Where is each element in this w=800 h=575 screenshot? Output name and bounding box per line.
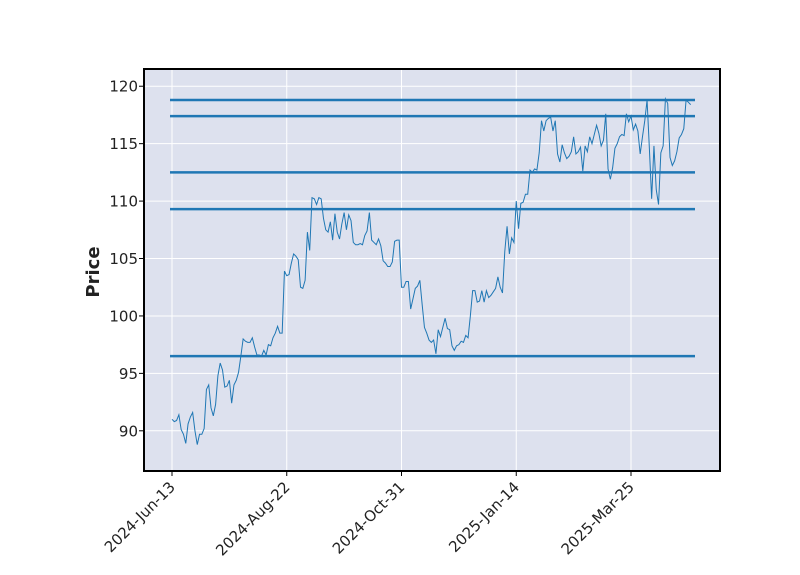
y-tick-label: 95 (119, 365, 138, 383)
x-tick-label: 2024-Aug-22 (212, 478, 293, 559)
y-tick-label: 110 (109, 193, 138, 211)
y-axis: 90 95 100 105 110 115 120 (109, 78, 144, 440)
y-tick-label: 120 (109, 78, 138, 96)
x-tick-label: 2024-Oct-31 (329, 478, 409, 558)
plot-frame (143, 68, 721, 472)
x-axis: 2024-Jun-13 2024-Aug-22 2024-Oct-31 2025-Ja… (101, 471, 638, 559)
x-tick-label: 2025-Jan-14 (445, 478, 523, 556)
y-tick-label: 100 (109, 307, 138, 325)
y-axis-title: Price (83, 246, 104, 297)
x-tick-label: 2025-Mar-25 (558, 478, 638, 558)
y-tick-label: 115 (109, 135, 138, 153)
x-tick-label: 2024-Jun-13 (101, 478, 179, 556)
y-tick-label: 90 (119, 422, 138, 440)
price-line (171, 96, 692, 445)
grid-lines (144, 69, 720, 471)
y-tick-label: 105 (109, 250, 138, 268)
horizontal-levels (170, 98, 695, 358)
